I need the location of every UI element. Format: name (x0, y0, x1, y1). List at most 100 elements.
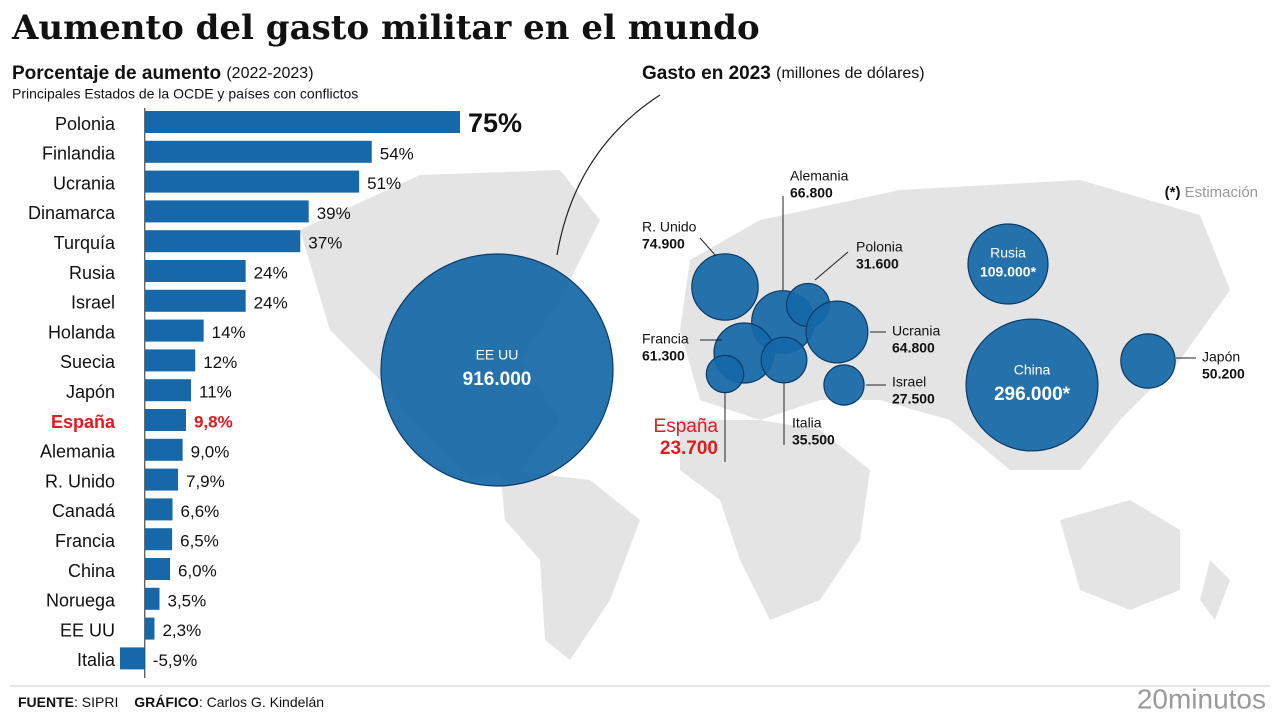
bubble (805, 300, 869, 364)
bar (144, 230, 301, 253)
bar (144, 617, 155, 640)
bubble-value: 35.500 (792, 432, 835, 448)
bubble (691, 253, 759, 321)
note-marker: (*) (1165, 184, 1181, 201)
bubble (967, 223, 1049, 305)
source-label: FUENTE (18, 694, 74, 710)
bubble-value: 296.000* (994, 384, 1071, 405)
bubble-name: Japón (1202, 349, 1240, 365)
category-label: Dinamarca (28, 203, 116, 223)
bar (144, 349, 196, 372)
bar-title-text: Porcentaje de aumento (12, 63, 221, 84)
value-label: 75% (468, 108, 522, 138)
bubble-value: 31.600 (856, 256, 899, 272)
bubble-value: 23.700 (660, 438, 718, 459)
value-label: 54% (380, 144, 414, 163)
bubble-name: Italia (792, 415, 822, 431)
bubble-value: 916.000 (463, 369, 532, 390)
bar (144, 587, 160, 610)
bubble (1120, 333, 1176, 389)
logo: 20minutos (1137, 683, 1266, 714)
value-label: 14% (212, 323, 246, 342)
category-label: EE UU (60, 620, 115, 640)
category-label: Israel (71, 293, 115, 313)
value-label: 24% (254, 293, 288, 312)
leader-line (699, 237, 717, 257)
source: : SIPRI (74, 694, 118, 710)
value-label: 24% (254, 263, 288, 282)
bubble-value: 61.300 (642, 348, 685, 364)
bubble-name: España (654, 416, 719, 437)
bubble-name: Israel (892, 374, 926, 390)
category-label: Suecia (60, 352, 116, 372)
value-label: 6,0% (178, 561, 217, 580)
bubble-value: 50.200 (1202, 366, 1245, 382)
category-label: China (68, 561, 116, 581)
bar (144, 200, 309, 223)
bubble-value: 109.000* (980, 264, 1037, 280)
bar-subtitle: Principales Estados de la OCDE y países … (12, 86, 358, 102)
category-label: España (51, 412, 116, 432)
value-label: 39% (317, 204, 351, 223)
bubble-title-text: Gasto en 2023 (642, 63, 771, 84)
bubble-name: R. Unido (642, 219, 697, 235)
value-label: 9,0% (191, 442, 230, 461)
bubble-value: 74.900 (642, 236, 685, 252)
category-label: Alemania (40, 442, 116, 462)
bubble-name: EE UU (476, 347, 519, 363)
value-label: -5,9% (153, 651, 197, 670)
credit: : Carlos G. Kindelán (199, 694, 324, 710)
value-label: 3,5% (168, 591, 207, 610)
category-label: Noruega (46, 591, 116, 611)
note-text: Estimación (1185, 184, 1258, 201)
category-label: Italia (77, 650, 116, 670)
bubble-name: Ucrania (892, 323, 940, 339)
bubble-name: China (1014, 362, 1051, 378)
category-label: Japón (66, 382, 115, 402)
category-label: Finlandia (42, 144, 116, 164)
bar (144, 140, 372, 163)
value-label: 6,5% (180, 532, 219, 551)
category-label: Holanda (48, 322, 116, 342)
title-leader (556, 94, 661, 256)
value-label: 6,6% (181, 502, 220, 521)
bubble (823, 364, 865, 406)
category-label: R. Unido (45, 471, 115, 491)
value-label: 37% (308, 234, 342, 253)
category-label: Ucrania (53, 173, 116, 193)
value-label: 7,9% (186, 472, 225, 491)
value-label: 9,8% (194, 412, 233, 431)
value-label: 2,3% (162, 621, 201, 640)
bubble-value: 66.800 (790, 185, 833, 201)
leader-line (814, 251, 849, 281)
category-label: Francia (55, 531, 116, 551)
page-title: Aumento del gasto militar en el mundo (11, 8, 760, 48)
value-label: 11% (199, 383, 232, 402)
bubble (705, 354, 745, 394)
bubble-name: Polonia (856, 239, 903, 255)
bar (144, 558, 171, 580)
bubble-name: Francia (642, 331, 689, 347)
category-label: Polonia (55, 114, 116, 134)
category-label: Turquía (54, 233, 116, 253)
bar (144, 111, 460, 133)
note: (*) Estimación (1165, 184, 1258, 201)
value-label: 51% (367, 174, 401, 193)
bubble (380, 253, 614, 487)
bar-title: Porcentaje de aumento (2022-2023) (12, 63, 314, 84)
bar (144, 498, 173, 521)
bar (144, 468, 178, 491)
bar (144, 289, 246, 312)
value-label: 12% (203, 353, 237, 372)
bar (120, 647, 145, 670)
bar-period: (2022-2023) (226, 65, 313, 82)
bar (144, 379, 192, 402)
bubble-value: 64.800 (892, 340, 935, 356)
bar (144, 528, 173, 551)
bubble (965, 318, 1099, 452)
bubble-title: Gasto en 2023 (millones de dólares) (642, 63, 925, 84)
footer-text: FUENTE: SIPRI GRÁFICO: Carlos G. Kindelá… (18, 694, 324, 710)
bar (144, 319, 204, 342)
credit-label: GRÁFICO (134, 694, 199, 710)
